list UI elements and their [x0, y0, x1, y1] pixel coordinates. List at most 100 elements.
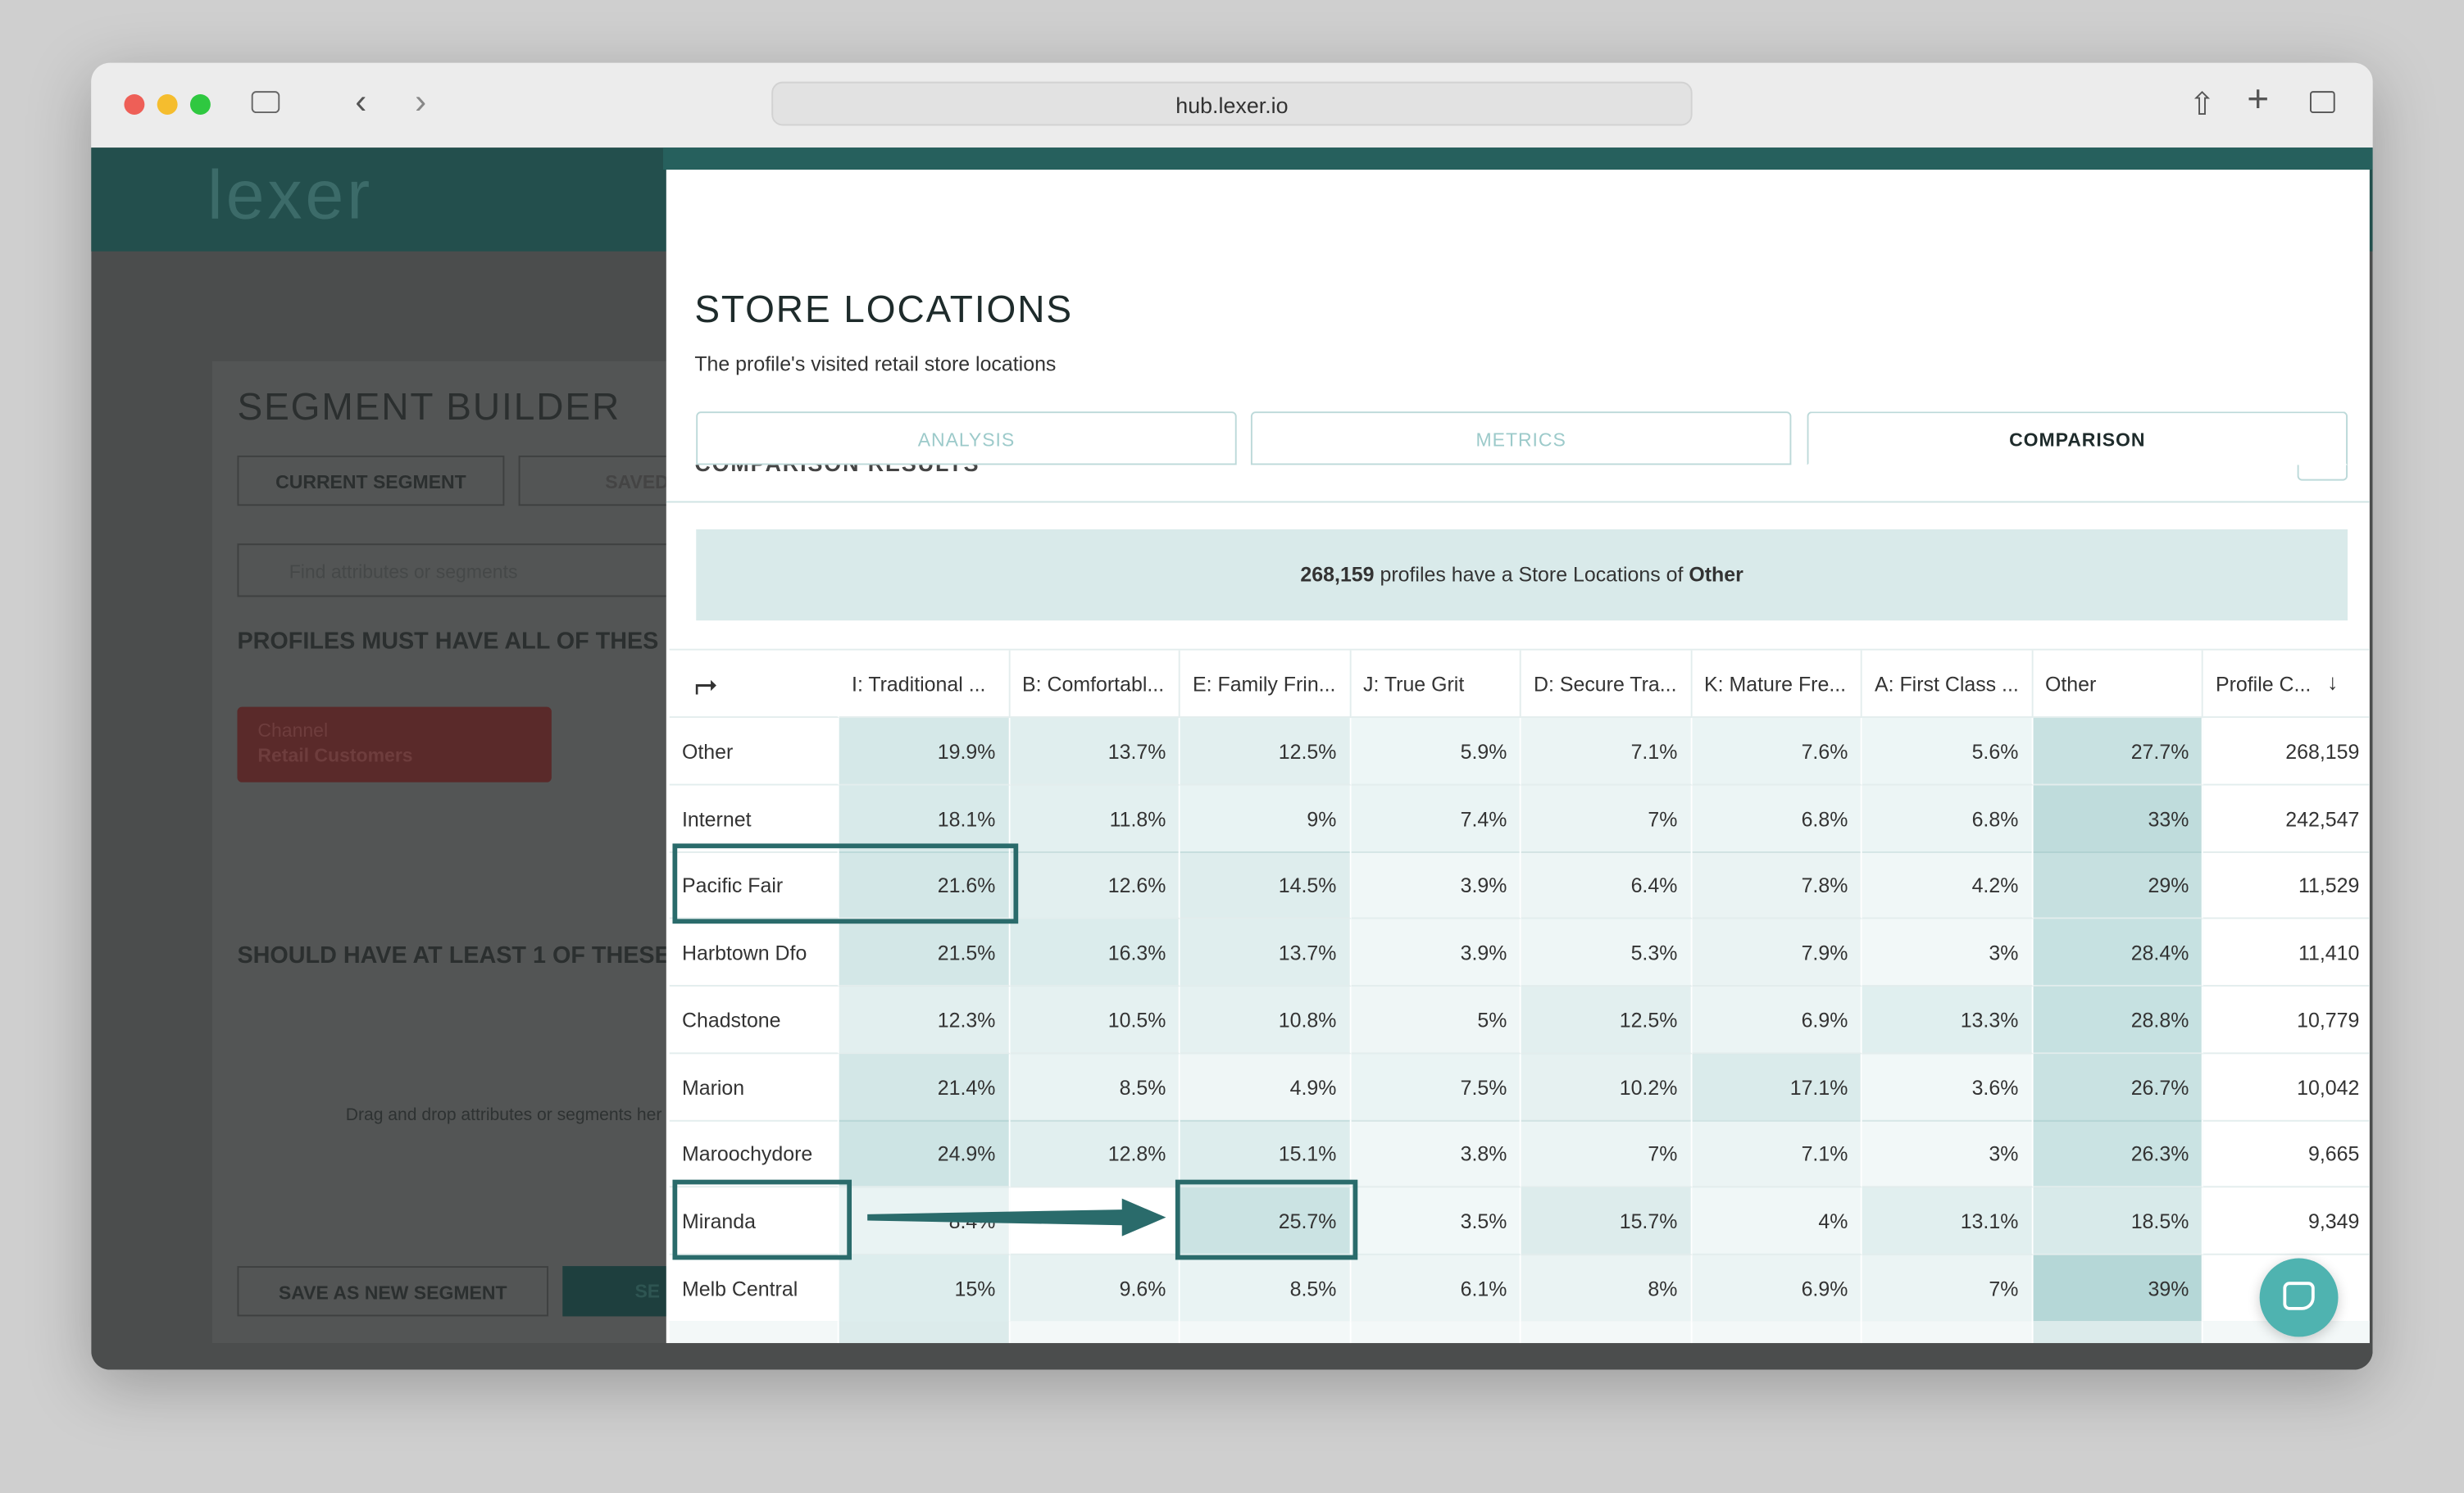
table-cell: 7.8%: [1691, 851, 1862, 920]
table-cell: 17.1%: [1691, 1053, 1862, 1121]
table-cell: 12.5%: [1180, 718, 1351, 786]
highlight-box: [1175, 1179, 1358, 1259]
table-cell: 6.8%: [1691, 784, 1862, 853]
row-label: Marion: [669, 1053, 839, 1121]
banner: 268,159 profiles have a Store Locations …: [696, 529, 2348, 621]
table-cell: 10,042: [2203, 1053, 2370, 1121]
table-cell: 12.6%: [1009, 851, 1180, 920]
table-cell: 5.3%: [1521, 919, 1692, 987]
panel: [211, 361, 716, 1344]
table-cell: 3%: [1862, 1120, 2033, 1188]
table-cell: 19.9%: [839, 718, 1010, 786]
table-cell: 27.7%: [2032, 718, 2203, 786]
table-cell: 9%: [1180, 784, 1351, 853]
section-clip: COMPARISON RESULTS: [666, 465, 2370, 502]
collapse-button[interactable]: [2297, 465, 2348, 481]
button[interactable]: SAVE AS NEW SEGMENT: [237, 1266, 549, 1317]
table-cell: 4%: [1691, 1187, 1862, 1255]
column-header: B: Comfortabl...: [1009, 650, 1180, 719]
search[interactable]: Find attributes or segments: [237, 543, 709, 597]
modal-subtitle: The profile's visited retail store locat…: [694, 352, 1057, 376]
back-button[interactable]: ‹: [355, 81, 367, 121]
row-label: Internet: [669, 784, 839, 853]
column-header: Other: [2032, 650, 2203, 719]
table-cell: 9.6%: [1009, 1254, 1180, 1323]
column-header: A: First Class ...: [1862, 650, 2033, 719]
table-cell: 13.7%: [1009, 718, 1180, 786]
table-cell: 13.7%: [1180, 919, 1351, 987]
new-tab-button[interactable]: +: [2247, 78, 2270, 121]
tabs-button[interactable]: [2309, 91, 2335, 114]
tab[interactable]: CURRENT SEGMENT: [237, 455, 505, 506]
drop-hint: Drag and drop attributes or segments her: [345, 1105, 662, 1125]
minimize-button[interactable]: [157, 94, 178, 115]
table-cell: 26.3%: [2032, 1120, 2203, 1188]
row-label: Chadstone: [669, 986, 839, 1054]
table-cell: 25.7%: [1180, 1187, 1351, 1255]
table-cell: [1009, 1321, 1180, 1344]
table-cell: 7.4%: [1350, 784, 1521, 853]
table-cell: 10.8%: [1180, 986, 1351, 1054]
tab[interactable]: COMPARISON: [1807, 411, 2348, 465]
table-cell: 10,779: [2203, 986, 2370, 1054]
modal-title: STORE LOCATIONS: [694, 288, 1073, 332]
column-header: J: True Grit: [1350, 650, 1521, 719]
table-cell: 16.3%: [1009, 919, 1180, 987]
table-cell: [669, 1321, 839, 1344]
table-cell: 7.1%: [1521, 718, 1692, 786]
table-cell: 29%: [2032, 851, 2203, 920]
chat-icon: [2283, 1282, 2315, 1310]
column-header: D: Secure Tra...: [1521, 650, 1692, 719]
table-cell: 3.8%: [1350, 1120, 1521, 1188]
table-cell: 3.5%: [1350, 1187, 1521, 1255]
table-cell: [1521, 1321, 1692, 1344]
table-cell: 24.9%: [839, 1120, 1010, 1188]
table-cell: 5%: [1350, 986, 1521, 1054]
table-cell: 9,665: [2203, 1120, 2370, 1188]
table-cell: 10.5%: [1009, 986, 1180, 1054]
arrow: [867, 1198, 1166, 1237]
table-cell: 6.4%: [1521, 851, 1692, 920]
sort-arrow: ↓: [2327, 669, 2339, 695]
arrow-shape: [867, 1198, 1166, 1237]
sidebar-icon[interactable]: [251, 91, 280, 114]
column-header: Profile C...: [2203, 651, 2370, 719]
forward-button[interactable]: ›: [415, 81, 427, 121]
table-cell: 12.8%: [1009, 1120, 1180, 1188]
table-cell: 11,410: [2203, 919, 2370, 987]
table-cell: 21.4%: [839, 1053, 1010, 1121]
table-cell: 12.3%: [839, 986, 1010, 1054]
chat-button[interactable]: [2259, 1258, 2339, 1337]
table-cell: 6.9%: [1691, 1254, 1862, 1323]
sort-icon-cell: ⮣: [669, 650, 839, 719]
table-cell: 26.7%: [2032, 1053, 2203, 1121]
table-cell: 11.8%: [1009, 784, 1180, 853]
table-cell: 3.9%: [1350, 919, 1521, 987]
table-cell: 9,349: [2203, 1187, 2370, 1255]
column-header: I: Traditional ...: [839, 650, 1010, 719]
share-button[interactable]: ⇧: [2189, 88, 2216, 123]
tab[interactable]: METRICS: [1250, 411, 1792, 465]
table-cell: 7%: [1862, 1254, 2033, 1323]
address-bar[interactable]: hub.lexer.io: [771, 81, 1693, 126]
row-label: Miranda: [669, 1187, 839, 1255]
table-cell: 4.2%: [1862, 851, 2033, 920]
table-cell: 13.1%: [1862, 1187, 2033, 1255]
chip[interactable]: [237, 706, 552, 783]
table-cell: 5.9%: [1350, 718, 1521, 786]
table-cell: 7%: [1521, 784, 1692, 853]
table-cell: [1862, 1321, 2033, 1344]
tab[interactable]: ANALYSIS: [696, 411, 1237, 465]
close-button[interactable]: [124, 94, 145, 115]
row-label: Pacific Fair: [669, 851, 839, 920]
chip-label: Channel: [257, 719, 329, 742]
zoom-button[interactable]: [189, 94, 211, 115]
modal: STORE LOCATIONS The profile's visited re…: [666, 170, 2370, 1344]
table-cell: 4.9%: [1180, 1053, 1351, 1121]
table-cell: 6.1%: [1350, 1254, 1521, 1323]
table-cell: 7%: [1521, 1120, 1692, 1188]
table-cell: 8%: [1521, 1254, 1692, 1323]
row-label: Melb Central: [669, 1254, 839, 1323]
table-cell: 15%: [839, 1254, 1010, 1323]
